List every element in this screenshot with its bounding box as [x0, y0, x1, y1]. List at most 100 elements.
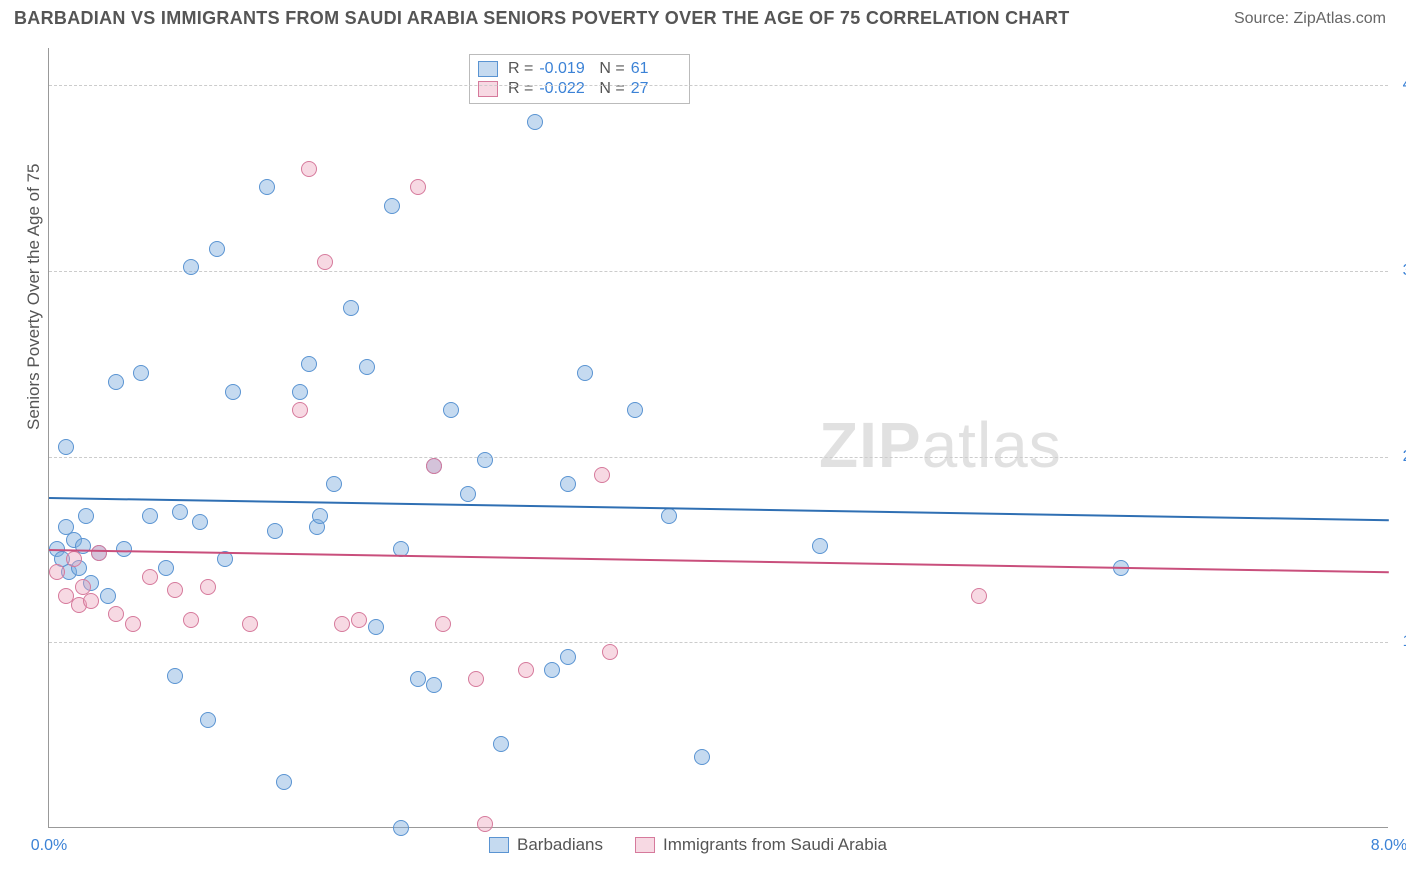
data-point — [971, 588, 987, 604]
data-point — [167, 582, 183, 598]
data-point — [301, 161, 317, 177]
data-point — [267, 523, 283, 539]
source-label: Source: ZipAtlas.com — [1234, 10, 1386, 28]
data-point — [627, 402, 643, 418]
stats-row: R = -0.022 N = 27 — [478, 79, 681, 99]
trend-line — [49, 549, 1389, 573]
legend-item: Barbadians — [489, 835, 603, 855]
data-point — [49, 564, 65, 580]
legend-swatch — [478, 81, 498, 97]
data-point — [200, 579, 216, 595]
data-point — [544, 662, 560, 678]
stats-row: R = -0.019 N = 61 — [478, 59, 681, 79]
gridline — [49, 271, 1388, 272]
stat-r-value: -0.019 — [539, 60, 589, 78]
data-point — [75, 579, 91, 595]
data-point — [410, 671, 426, 687]
data-point — [577, 365, 593, 381]
data-point — [435, 616, 451, 632]
data-point — [560, 649, 576, 665]
data-point — [359, 359, 375, 375]
data-point — [108, 606, 124, 622]
stat-n-value: 27 — [631, 80, 681, 98]
data-point — [292, 402, 308, 418]
stat-n-label: N = — [599, 80, 624, 98]
data-point — [368, 619, 384, 635]
legend-swatch — [478, 61, 498, 77]
x-tick-label: 0.0% — [31, 837, 67, 855]
data-point — [426, 458, 442, 474]
data-point — [493, 736, 509, 752]
y-tick-label: 40.0% — [1394, 76, 1406, 94]
gridline — [49, 85, 1388, 86]
data-point — [125, 616, 141, 632]
watermark: ZIPatlas — [819, 408, 1062, 482]
stat-r-label: R = — [508, 80, 533, 98]
data-point — [91, 545, 107, 561]
data-point — [200, 712, 216, 728]
x-tick-label: 8.0% — [1371, 837, 1406, 855]
data-point — [477, 452, 493, 468]
data-point — [209, 241, 225, 257]
y-tick-label: 20.0% — [1394, 448, 1406, 466]
legend-item: Immigrants from Saudi Arabia — [635, 835, 887, 855]
data-point — [343, 300, 359, 316]
data-point — [334, 616, 350, 632]
watermark-rest: atlas — [922, 409, 1062, 481]
data-point — [183, 612, 199, 628]
stats-legend: R = -0.019 N = 61 R = -0.022 N = 27 — [469, 54, 690, 104]
data-point — [301, 356, 317, 372]
legend-swatch — [635, 837, 655, 853]
data-point — [477, 816, 493, 832]
data-point — [351, 612, 367, 628]
data-point — [594, 467, 610, 483]
legend-swatch — [489, 837, 509, 853]
scatter-chart: ZIPatlas R =-0.019N =61R =-0.022N =27 Ba… — [48, 48, 1388, 828]
stat-r-value: -0.022 — [539, 80, 589, 98]
data-point — [259, 179, 275, 195]
data-point — [410, 179, 426, 195]
data-point — [100, 588, 116, 604]
data-point — [443, 402, 459, 418]
data-point — [312, 508, 328, 524]
data-point — [602, 644, 618, 660]
y-axis-label: Seniors Poverty Over the Age of 75 — [24, 164, 44, 430]
data-point — [142, 569, 158, 585]
data-point — [172, 504, 188, 520]
data-point — [158, 560, 174, 576]
data-point — [83, 593, 99, 609]
data-point — [142, 508, 158, 524]
data-point — [460, 486, 476, 502]
legend-label: Immigrants from Saudi Arabia — [663, 835, 887, 855]
data-point — [66, 551, 82, 567]
data-point — [384, 198, 400, 214]
data-point — [527, 114, 543, 130]
data-point — [192, 514, 208, 530]
data-point — [518, 662, 534, 678]
data-point — [393, 820, 409, 836]
data-point — [694, 749, 710, 765]
stat-n-value: 61 — [631, 60, 681, 78]
data-point — [108, 374, 124, 390]
data-point — [661, 508, 677, 524]
trend-line — [49, 497, 1389, 521]
chart-title: BARBADIAN VS IMMIGRANTS FROM SAUDI ARABI… — [14, 8, 1070, 29]
series-legend: Barbadians Immigrants from Saudi Arabia — [489, 835, 887, 855]
stat-r-label: R = — [508, 60, 533, 78]
data-point — [426, 677, 442, 693]
stat-n-label: N = — [599, 60, 624, 78]
gridline — [49, 642, 1388, 643]
data-point — [58, 439, 74, 455]
gridline — [49, 457, 1388, 458]
data-point — [78, 508, 94, 524]
y-tick-label: 10.0% — [1394, 633, 1406, 651]
data-point — [560, 476, 576, 492]
y-tick-label: 30.0% — [1394, 262, 1406, 280]
data-point — [242, 616, 258, 632]
data-point — [183, 259, 199, 275]
data-point — [225, 384, 241, 400]
data-point — [317, 254, 333, 270]
legend-label: Barbadians — [517, 835, 603, 855]
data-point — [326, 476, 342, 492]
watermark-bold: ZIP — [819, 409, 922, 481]
